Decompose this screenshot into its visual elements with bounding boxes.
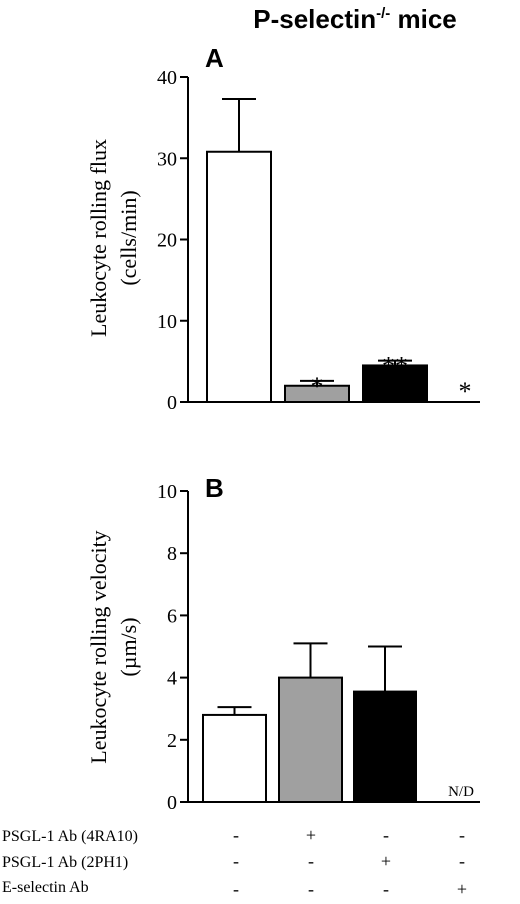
treatment-sign: +	[381, 851, 391, 871]
treatment-label-2ph1: PSGL-1 Ab (2PH1)	[2, 854, 128, 871]
y-tick-label: 10	[157, 481, 177, 503]
treatment-sign: +	[306, 825, 316, 845]
panel-b-label: B	[205, 473, 224, 503]
treatment-label-4ra10: PSGL-1 Ab (4RA10)	[2, 828, 138, 845]
bar	[202, 713, 267, 803]
bar	[206, 150, 272, 403]
treatment-row-4ra10: PSGL-1 Ab (4RA10) - + - -	[2, 825, 465, 845]
not-determined-label: N/D	[448, 784, 474, 800]
treatment-row-2ph1: PSGL-1 Ab (2PH1) - - + -	[2, 851, 465, 871]
bar	[353, 690, 417, 803]
panel-b-ylabel-line2: (µm/s)	[116, 617, 141, 676]
treatment-sign: -	[233, 825, 239, 845]
treatment-sign: -	[459, 851, 465, 871]
y-tick-label: 8	[167, 543, 177, 565]
y-tick-label: 0	[167, 792, 177, 814]
significance-marker: *	[311, 372, 324, 401]
treatment-sign: -	[308, 851, 314, 871]
y-tick-label: 6	[167, 605, 177, 627]
panel-b-plot: N/D 0 2 4 6 8 10	[157, 481, 480, 814]
y-tick-label: 4	[167, 668, 177, 690]
bar	[278, 676, 343, 803]
treatment-row-e-selectin: E-selectin Ab - - - +	[2, 879, 467, 899]
y-tick-label: 0	[167, 392, 177, 414]
treatment-sign: -	[383, 879, 389, 899]
treatment-sign: -	[233, 879, 239, 899]
treatment-sign: -	[308, 879, 314, 899]
y-tick-label: 20	[157, 230, 177, 252]
treatment-sign: -	[383, 825, 389, 845]
significance-marker: **	[382, 352, 408, 381]
panel-b-ylabel-line1: Leukocyte rolling velocity	[86, 530, 111, 763]
y-tick-label: 2	[167, 730, 177, 752]
figure-title: P-selectin-/- mice	[253, 4, 457, 34]
treatment-label-e-selectin: E-selectin Ab	[2, 879, 89, 896]
panel-a-ylabel-line1: Leukocyte rolling flux	[86, 139, 111, 337]
significance-marker: *	[459, 377, 472, 406]
treatment-sign: -	[459, 825, 465, 845]
panel-a-label: A	[205, 43, 224, 73]
y-tick-label: 40	[157, 67, 177, 89]
treatment-sign: +	[457, 879, 467, 899]
y-tick-label: 10	[157, 311, 177, 333]
treatment-sign: -	[233, 851, 239, 871]
y-tick-label: 30	[157, 148, 177, 170]
panel-a-ylabel-line2: (cells/min)	[116, 190, 141, 285]
